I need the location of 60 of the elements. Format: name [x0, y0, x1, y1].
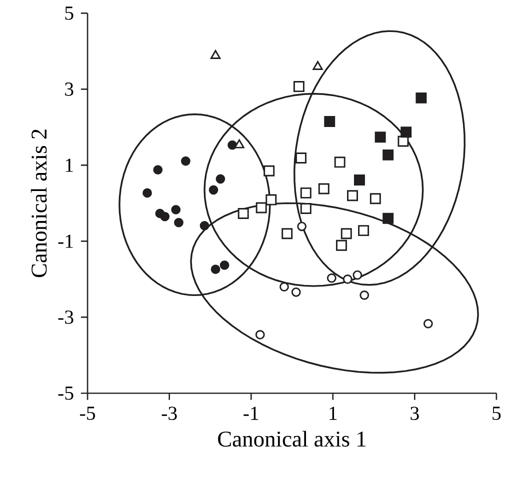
point [256, 202, 267, 214]
point [238, 208, 249, 220]
point [174, 218, 184, 228]
x-tick-label: -5 [80, 406, 96, 420]
point [352, 270, 362, 280]
y-tick-label: -5 [58, 386, 74, 400]
point [312, 61, 323, 70]
y-axis-title: Canonical axis 2 [30, 130, 47, 278]
y-tick-label: -1 [58, 234, 73, 248]
x-tick-label: 1 [330, 406, 337, 420]
point [280, 282, 289, 292]
point [374, 132, 386, 143]
point [358, 225, 370, 236]
point [291, 288, 301, 297]
point [220, 260, 230, 270]
point [296, 152, 306, 164]
point [208, 185, 218, 195]
point [300, 203, 312, 214]
x-tick-label: -3 [162, 406, 177, 420]
point [210, 50, 221, 60]
point [266, 194, 277, 206]
point [423, 319, 433, 328]
point [342, 274, 352, 284]
x-tick-label: 3 [410, 406, 419, 420]
point [282, 228, 293, 240]
point [264, 166, 275, 176]
point [293, 81, 304, 92]
point [324, 116, 336, 128]
y-tick-label: -3 [58, 310, 74, 324]
point [334, 156, 346, 168]
point [382, 213, 394, 224]
point [216, 174, 226, 184]
point [142, 188, 152, 198]
point [318, 183, 330, 194]
y-tick-label: 3 [65, 82, 74, 96]
point [200, 221, 210, 230]
point [360, 290, 370, 300]
point [297, 222, 307, 232]
point [382, 150, 394, 161]
point [255, 330, 265, 340]
point [354, 174, 365, 186]
point [300, 188, 312, 199]
x-axis-title: Canonical axis 1 [218, 430, 366, 447]
point [153, 165, 163, 175]
point [370, 193, 381, 204]
x-tick-label: -1 [244, 406, 258, 420]
point [160, 212, 170, 222]
point [326, 273, 336, 283]
point [340, 228, 352, 240]
y-tick-label: 5 [65, 6, 74, 20]
point [416, 92, 427, 104]
point [347, 190, 358, 202]
point [180, 156, 190, 166]
point [210, 264, 220, 274]
point [400, 126, 412, 138]
point [336, 240, 347, 251]
point [234, 139, 244, 148]
y-tick-label: 1 [66, 158, 73, 172]
point [171, 205, 181, 214]
x-tick-label: 5 [492, 406, 501, 420]
